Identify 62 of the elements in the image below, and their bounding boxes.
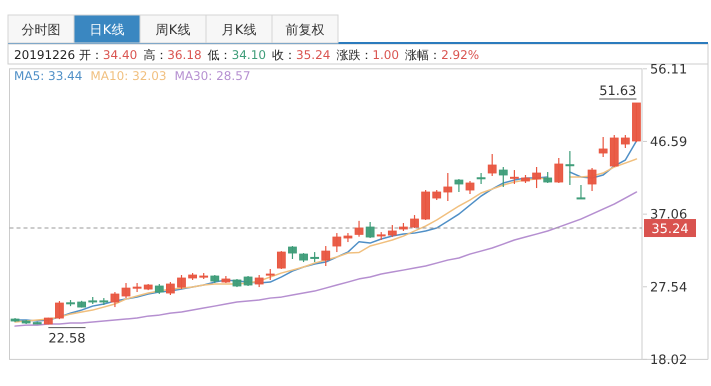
candlestick [532,166,541,189]
candlestick [276,250,286,270]
text: 低：34.10 [208,48,266,62]
candlestick [620,134,630,149]
text: 分时图 [22,23,60,38]
candlestick [177,274,186,290]
candlestick [388,224,397,238]
candlestick [466,180,474,195]
candlestick [598,136,608,158]
candlestick [110,291,120,308]
candlestick [166,281,175,296]
candlestick [476,172,486,185]
candlestick [366,221,375,239]
y-tick-label: 46.59 [650,134,688,150]
text: 月K线 [222,23,256,38]
candlestick [154,283,164,295]
candlestick [344,232,352,243]
line-series [14,191,638,327]
candlestick [588,167,596,192]
y-tick-label: 18.02 [650,352,688,368]
candlestick [510,169,519,185]
candlestick [488,153,497,177]
text: 涨跌：1.00 [336,48,400,62]
text: 高：36.18 [143,48,202,62]
text: 前复权 [286,23,324,38]
text: MA30: 28.57 [174,69,251,83]
candlestick [498,166,508,188]
y-tick-label: 56.11 [650,62,688,78]
candlestick [376,231,386,241]
text: 周K线 [156,23,190,38]
text: 涨幅：2.92% [405,48,480,62]
text: 收：35.24 [272,48,330,62]
candlestick [565,150,574,186]
candlestick [55,300,64,320]
candlestick [122,282,130,299]
text: 日K线 [90,23,124,38]
candlestick [332,232,342,253]
candlestick [254,274,264,288]
candlestick [288,245,297,260]
candlestick [132,282,142,293]
text: 20191226 开：34.40 [14,48,138,62]
annotation: 22.58 [48,332,86,347]
candlestick [432,189,442,201]
candlestick [299,252,308,263]
candlestick [443,172,452,202]
ref-line-label: 35.24 [651,222,689,238]
text: MA5: 33.44 [14,69,82,83]
candlestick [410,214,419,229]
y-tick-label: 27.54 [650,280,688,296]
candlestick [543,171,552,184]
y-tick-label: 37.06 [650,208,688,223]
annotation: 51.63 [599,84,636,99]
candlestick [99,297,108,306]
candlestick [454,178,464,193]
candlestick [321,245,330,267]
candlestick [354,220,364,238]
candlestick [266,268,275,281]
candlestick [244,275,252,287]
candlestick [576,184,586,200]
candlestick [554,157,564,184]
candlestick [310,251,320,263]
text: MA10: 32.03 [90,69,166,83]
